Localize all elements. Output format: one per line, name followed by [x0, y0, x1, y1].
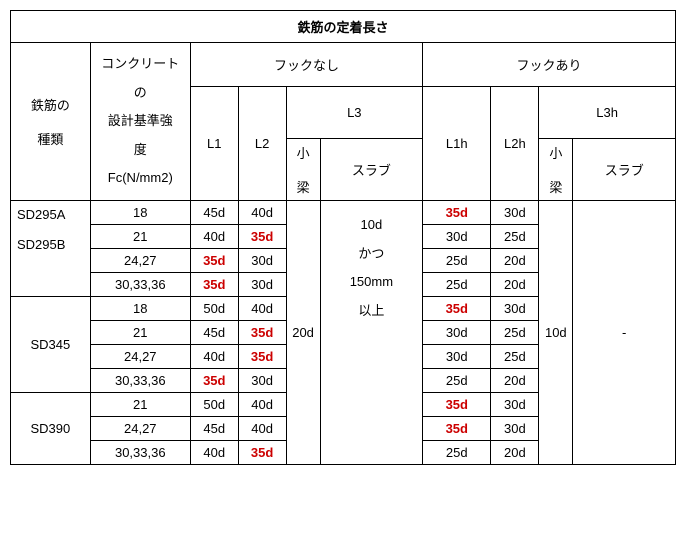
fc-cell: 30,33,36	[90, 441, 190, 465]
L1h-cell: 35d	[423, 417, 491, 441]
L2-cell: 40d	[238, 417, 286, 441]
L1-cell: 35d	[190, 273, 238, 297]
rebar-sd295: SD295A SD295B	[11, 201, 91, 297]
L1-cell: 35d	[190, 369, 238, 393]
L1-cell: 45d	[190, 201, 238, 225]
fc-cell: 24,27	[90, 249, 190, 273]
rebar-sd345: SD345	[11, 297, 91, 393]
L2-cell: 35d	[238, 321, 286, 345]
L1h-cell: 25d	[423, 369, 491, 393]
header-no-hook: フックなし	[190, 43, 422, 87]
fc-cell: 21	[90, 393, 190, 417]
header-L1h: L1h	[423, 87, 491, 201]
L2-cell: 30d	[238, 273, 286, 297]
fc-cell: 21	[90, 225, 190, 249]
header-small-beam: 小 梁	[286, 139, 320, 201]
rebar-sd390: SD390	[11, 393, 91, 465]
header-L3: L3	[286, 87, 423, 139]
L3h-slab-cell: -	[573, 201, 676, 465]
L1h-cell: 30d	[423, 345, 491, 369]
L2h-cell: 20d	[491, 441, 539, 465]
anchorage-length-table: 鉄筋の定着長さ 鉄筋の 種類 コンクリート の 設計基準強 度 Fc(N/mm2…	[10, 10, 676, 465]
fc-cell: 30,33,36	[90, 369, 190, 393]
L2-cell: 35d	[238, 345, 286, 369]
header-rebar-type: 鉄筋の 種類	[11, 43, 91, 201]
L2-cell: 40d	[238, 297, 286, 321]
L1h-cell: 30d	[423, 225, 491, 249]
fc-cell: 24,27	[90, 345, 190, 369]
L1h-cell: 35d	[423, 201, 491, 225]
L3-beam-cell: 20d	[286, 201, 320, 465]
L1h-cell: 35d	[423, 393, 491, 417]
L2h-cell: 20d	[491, 273, 539, 297]
L1-cell: 40d	[190, 441, 238, 465]
L2-cell: 35d	[238, 225, 286, 249]
fc-cell: 21	[90, 321, 190, 345]
header-L2h: L2h	[491, 87, 539, 201]
fc-cell: 24,27	[90, 417, 190, 441]
header-L2: L2	[238, 87, 286, 201]
header-slab-h: スラブ	[573, 139, 676, 201]
L3-slab-cell: 10d かつ 150mm 以上	[320, 201, 422, 465]
L1-cell: 40d	[190, 345, 238, 369]
L1-cell: 40d	[190, 225, 238, 249]
L2-cell: 30d	[238, 249, 286, 273]
L1h-cell: 35d	[423, 297, 491, 321]
L2-cell: 40d	[238, 201, 286, 225]
L2h-cell: 30d	[491, 297, 539, 321]
L1h-cell: 30d	[423, 321, 491, 345]
L1-cell: 35d	[190, 249, 238, 273]
fc-cell: 30,33,36	[90, 273, 190, 297]
header-small-beam-h: 小 梁	[539, 139, 573, 201]
L1-cell: 45d	[190, 321, 238, 345]
L1-cell: 45d	[190, 417, 238, 441]
header-L1: L1	[190, 87, 238, 201]
L2h-cell: 25d	[491, 321, 539, 345]
L1h-cell: 25d	[423, 249, 491, 273]
L1-cell: 50d	[190, 393, 238, 417]
L2-cell: 35d	[238, 441, 286, 465]
L1h-cell: 25d	[423, 273, 491, 297]
L2h-cell: 30d	[491, 393, 539, 417]
L1h-cell: 25d	[423, 441, 491, 465]
L2h-cell: 30d	[491, 201, 539, 225]
table-title: 鉄筋の定着長さ	[11, 11, 676, 43]
fc-cell: 18	[90, 297, 190, 321]
L3h-beam-cell: 10d	[539, 201, 573, 465]
L2h-cell: 25d	[491, 225, 539, 249]
header-L3h: L3h	[539, 87, 676, 139]
L2-cell: 40d	[238, 393, 286, 417]
L2h-cell: 20d	[491, 369, 539, 393]
L1-cell: 50d	[190, 297, 238, 321]
L2h-cell: 30d	[491, 417, 539, 441]
header-fc: コンクリート の 設計基準強 度 Fc(N/mm2)	[90, 43, 190, 201]
header-slab: スラブ	[320, 139, 422, 201]
fc-cell: 18	[90, 201, 190, 225]
table-row: SD295A SD295B 18 45d 40d 20d 10d かつ 150m…	[11, 201, 676, 225]
L2h-cell: 25d	[491, 345, 539, 369]
header-with-hook: フックあり	[423, 43, 676, 87]
L2-cell: 30d	[238, 369, 286, 393]
L2h-cell: 20d	[491, 249, 539, 273]
